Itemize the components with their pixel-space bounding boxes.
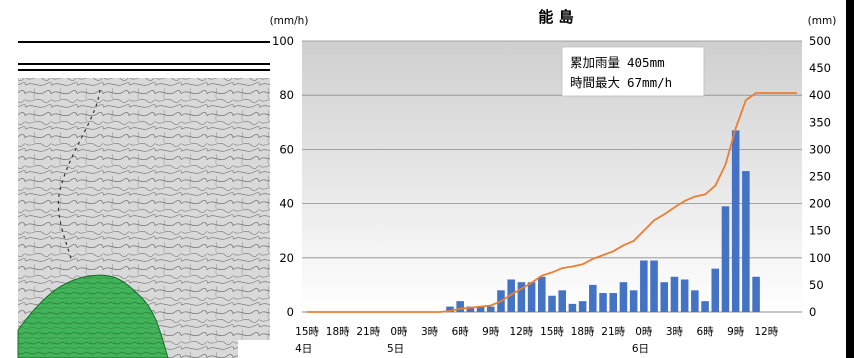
map-river-line (57, 89, 101, 263)
rainfall-bar (711, 268, 720, 312)
rainfall-bar (548, 295, 556, 312)
max-hourly-label: 時間最大 (570, 75, 620, 90)
summary-box-bg (561, 46, 705, 97)
right-axis-tick-labels: 0 50 100 150 200 250 300 350 400 450 500 (809, 34, 831, 319)
right-tick-label: 200 (809, 197, 831, 211)
rainfall-bar (517, 282, 526, 312)
right-border (846, 0, 854, 358)
x-date-label: 5日 (387, 343, 404, 355)
rainfall-bar (476, 306, 485, 312)
max-hourly-value: 67mm/h (627, 75, 672, 90)
rainfall-bar (527, 282, 536, 312)
x-tick-label: 3時 (666, 326, 684, 338)
x-tick-label: 0時 (635, 326, 653, 338)
rainfall-bar (742, 171, 750, 312)
x-tick-label: 12時 (754, 326, 778, 338)
right-tick-label: 250 (809, 170, 831, 184)
chart-title: 能 島 (538, 8, 573, 26)
rainfall-summary-box: 累加雨量 405mm 時間最大 67mm/h (561, 46, 705, 97)
rainfall-bar (619, 282, 628, 312)
x-tick-label: 6時 (696, 326, 714, 338)
x-tick-label: 18時 (571, 326, 595, 338)
rainfall-bar (568, 303, 577, 312)
x-tick-label: 6時 (452, 326, 470, 338)
left-tick-label: 40 (279, 197, 294, 211)
rainfall-bar (589, 284, 597, 312)
x-tick-label: 9時 (727, 326, 745, 338)
map-white-patch (238, 340, 270, 358)
topographic-map (17, 78, 270, 358)
rainfall-bar (680, 279, 689, 312)
right-tick-label: 50 (809, 278, 824, 292)
right-tick-label: 450 (809, 61, 831, 75)
rainfall-bar (721, 206, 730, 312)
total-rainfall-label: 累加雨量 (570, 55, 620, 70)
x-axis-date-labels: 4日 5日 6日 (295, 343, 649, 355)
x-tick-label: 21時 (356, 326, 380, 338)
rainfall-bar (466, 306, 475, 312)
right-tick-label: 400 (809, 88, 831, 102)
x-tick-label: 12時 (509, 326, 533, 338)
total-rainfall-value: 405mm (627, 55, 665, 70)
rainfall-bar (487, 306, 495, 312)
rainfall-bar (629, 290, 638, 312)
right-tick-label: 300 (809, 142, 831, 156)
rainfall-bar (558, 290, 566, 312)
x-tick-label: 0時 (390, 326, 408, 338)
rainfall-bar (660, 282, 669, 312)
rainfall-bar (609, 293, 617, 312)
left-axis-unit: (mm/h) (270, 15, 309, 27)
rainfall-bar (599, 293, 607, 312)
rainfall-bar (731, 130, 740, 312)
rainfall-bar (701, 301, 709, 312)
x-date-label: 4日 (295, 343, 312, 355)
rainfall-bar (691, 290, 699, 312)
x-tick-label: 21時 (601, 326, 625, 338)
left-tick-label: 80 (279, 88, 294, 102)
x-tick-label: 15時 (295, 326, 319, 338)
left-tick-label: 20 (279, 251, 294, 265)
right-tick-label: 100 (809, 251, 831, 265)
left-tick-label: 0 (287, 305, 294, 319)
plot-area (302, 41, 802, 312)
x-axis-tick-labels: 15時 18時 21時 0時 3時 6時 9時 12時 15時 18時 21時 0時 3時 6時 9時 12時 (295, 326, 779, 338)
map-frame-lines (18, 41, 270, 71)
rainfall-bar (456, 301, 464, 312)
rainfall-bar (640, 260, 648, 312)
x-tick-label: 9時 (482, 326, 500, 338)
right-tick-label: 500 (809, 34, 831, 48)
left-axis-tick-labels: 0 20 40 60 80 100 (272, 34, 294, 319)
right-tick-label: 350 (809, 115, 831, 129)
map-green-area (17, 274, 169, 358)
rainfall-bar (538, 276, 546, 312)
rainfall-bar (670, 276, 679, 312)
right-tick-label: 0 (809, 305, 816, 319)
cumulative-rainfall-line (307, 92, 797, 313)
rainfall-bar (446, 306, 454, 312)
rainfall-bar (578, 301, 587, 312)
right-tick-label: 150 (809, 224, 831, 238)
x-tick-label: 18時 (326, 326, 350, 338)
x-tick-label: 3時 (421, 326, 439, 338)
x-date-label: 6日 (632, 343, 649, 355)
left-tick-label: 60 (279, 142, 294, 156)
rainfall-bar (752, 276, 760, 312)
right-axis-unit: (mm) (808, 15, 837, 27)
left-tick-label: 100 (272, 34, 294, 48)
x-tick-label: 15時 (540, 326, 564, 338)
rainfall-bar (650, 260, 658, 312)
